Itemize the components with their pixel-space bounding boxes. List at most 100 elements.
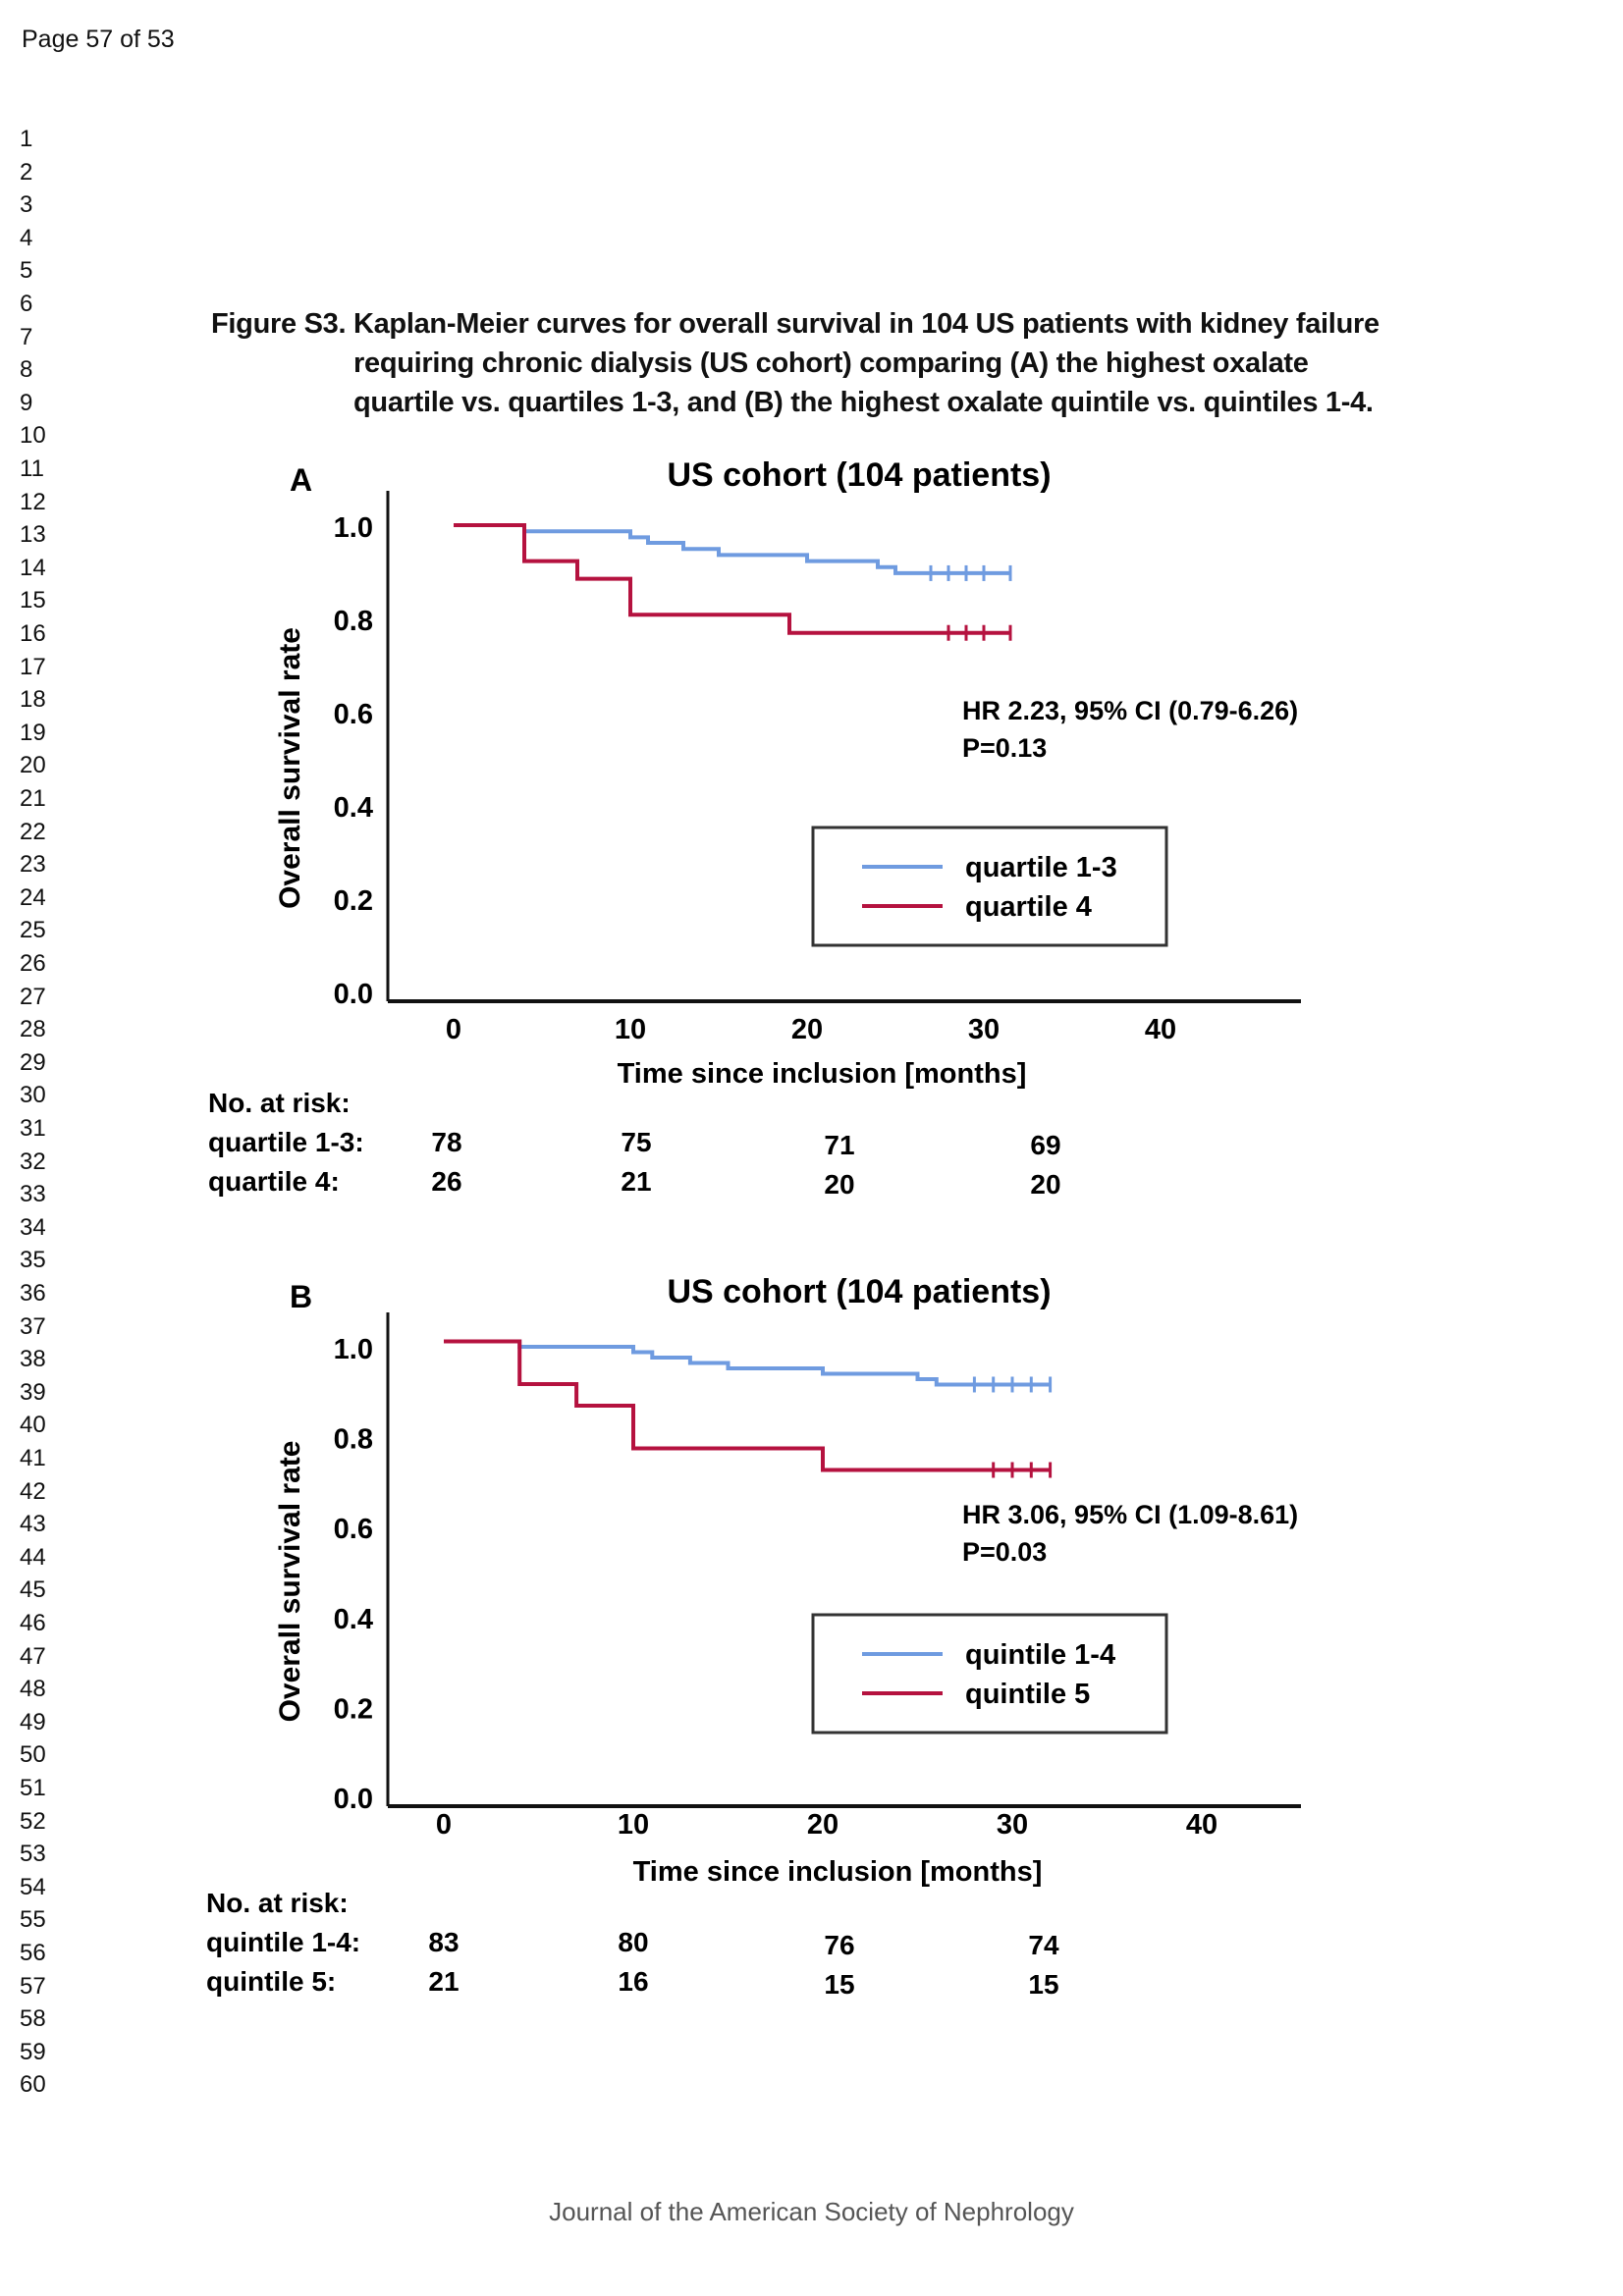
km-curve-quintile-5 [444,1339,1051,1472]
y-tick-label: 1.0 [334,1334,373,1365]
y-tick-label: 0.6 [334,699,373,730]
line-number: 46 [20,1610,46,1636]
at-risk-value: 21 [621,1166,651,1197]
p-value-text: P=0.03 [962,1537,1047,1567]
line-number: 49 [20,1708,46,1735]
line-number: 26 [20,950,46,977]
line-number: 25 [20,917,46,944]
at-risk-value: 71 [824,1130,854,1160]
at-risk-row-label: quintile 1-4: [206,1927,360,1957]
x-tick-label: 30 [997,1809,1028,1841]
line-number: 40 [20,1412,46,1439]
panel-label: A [290,462,312,498]
x-tick-label: 20 [791,1014,823,1045]
at-risk-value: 80 [618,1927,648,1957]
line-number: 37 [20,1312,46,1340]
at-risk-heading: No. at risk: [206,1888,349,1918]
at-risk-value: 21 [428,1966,459,1997]
line-number: 51 [20,1775,46,1801]
legend-box [811,826,1168,947]
line-number: 13 [20,521,46,549]
y-tick-label: 0.2 [334,1693,373,1725]
line-number: 36 [20,1280,46,1307]
line-number: 43 [20,1511,46,1538]
line-number: 50 [20,1741,46,1769]
x-tick-label: 40 [1145,1014,1176,1045]
line-number: 58 [20,2005,46,2033]
line-number: 24 [20,883,46,911]
line-number: 22 [20,818,46,845]
line-number: 29 [20,1048,46,1076]
y-tick-label: 0.0 [334,979,373,1010]
line-number: 19 [20,719,46,746]
at-risk-value: 76 [824,1930,854,1960]
line-number: 52 [20,1807,46,1835]
at-risk-value: 15 [1028,1969,1058,2000]
line-number: 35 [20,1247,46,1274]
p-value-text: P=0.13 [962,733,1047,763]
y-tick-label: 0.0 [334,1784,373,1815]
line-number: 1 [20,126,33,152]
y-tick-label: 0.2 [334,885,373,917]
line-number: 27 [20,983,46,1010]
at-risk-value: 74 [1028,1930,1059,1960]
line-number: 5 [20,257,33,285]
at-risk-heading: No. at risk: [208,1088,351,1118]
line-number: 6 [20,291,33,317]
line-number: 20 [20,752,46,779]
panel-label: B [290,1279,312,1314]
line-number: 17 [20,653,46,680]
x-tick-label: 0 [446,1014,461,1045]
at-risk-value: 75 [621,1127,651,1157]
line-number: 38 [20,1346,46,1373]
y-axis-label: Overall survival rate [274,1441,306,1723]
at-risk-value: 16 [618,1966,648,1997]
line-number: 44 [20,1543,46,1571]
line-number: 23 [20,851,46,879]
x-tick-label: 30 [968,1014,1000,1045]
line-number: 8 [20,356,33,384]
x-tick-label: 0 [436,1809,452,1841]
line-number: 33 [20,1181,46,1208]
y-tick-label: 0.4 [334,1604,373,1635]
caption-line-3: quartile vs. quartiles 1-3, and (B) the … [353,387,1374,418]
legend-label: quartile 4 [965,891,1092,923]
line-number: 21 [20,785,46,812]
at-risk-value: 26 [431,1166,461,1197]
legend-label: quartile 1-3 [965,852,1117,883]
x-axis-label: Time since inclusion [months] [633,1856,1043,1888]
km-curve-quintile-1-4 [444,1339,1051,1387]
y-tick-label: 1.0 [334,512,373,544]
line-number: 30 [20,1082,46,1109]
km-curve-quartile-1-3 [454,523,1010,575]
line-number: 15 [20,587,46,614]
line-number: 47 [20,1642,46,1670]
line-number: 60 [20,2071,46,2099]
line-number: 41 [20,1445,46,1471]
line-number: 3 [20,191,33,219]
x-tick-label: 10 [615,1014,646,1045]
at-risk-value: 69 [1030,1130,1060,1160]
at-risk-row-label: quintile 5: [206,1966,336,1997]
line-number: 48 [20,1676,46,1703]
hazard-ratio-text: HR 2.23, 95% CI (0.79-6.26) [962,696,1298,725]
chart-title: US cohort (104 patients) [667,1273,1051,1310]
line-number: 59 [20,2038,46,2065]
line-number: 53 [20,1841,46,1868]
at-risk-row-label: quartile 4: [208,1166,340,1197]
line-number: 54 [20,1873,46,1900]
caption-line-2: requiring chronic dialysis (US cohort) c… [353,347,1309,379]
line-number: 56 [20,1940,46,1966]
line-number: 42 [20,1477,46,1505]
at-risk-value: 15 [824,1969,854,2000]
x-tick-label: 40 [1186,1809,1217,1841]
x-tick-label: 20 [807,1809,839,1841]
legend-label: quintile 1-4 [965,1639,1115,1671]
hazard-ratio-text: HR 3.06, 95% CI (1.09-8.61) [962,1500,1298,1529]
y-tick-label: 0.6 [334,1514,373,1545]
line-number: 39 [20,1378,46,1406]
legend-box [811,1613,1168,1735]
line-number: 11 [20,455,44,482]
y-tick-label: 0.8 [334,1424,373,1456]
